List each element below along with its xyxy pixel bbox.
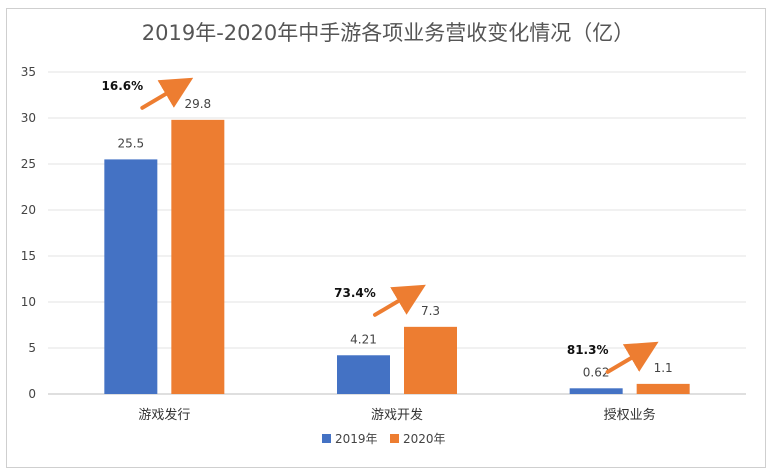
data-label: 4.21	[350, 332, 377, 346]
legend-swatch-2020	[390, 434, 399, 443]
category-label: 授权业务	[604, 407, 656, 423]
bar-2020	[171, 119, 225, 394]
legend-swatch-2019	[322, 434, 331, 443]
data-label: 0.62	[583, 365, 610, 379]
growth-label: 81.3%	[567, 343, 609, 357]
bar-2019	[569, 388, 623, 394]
y-tick-label: 0	[28, 387, 36, 401]
data-label: 1.1	[654, 361, 673, 375]
category-label: 游戏开发	[371, 407, 423, 423]
growth-arrow	[605, 341, 659, 374]
bar-2020	[636, 383, 690, 394]
y-tick-label: 15	[21, 249, 36, 263]
growth-arrow	[373, 284, 426, 317]
y-tick-label: 25	[21, 157, 36, 171]
legend-label: 2019年	[335, 432, 378, 446]
x-axis: 游戏发行 游戏开发 授权业务	[138, 407, 655, 423]
y-tick-label: 20	[21, 203, 36, 217]
growth-annotations: 16.6% 73.4% 81.3%	[102, 77, 659, 374]
bars: 25.5 29.8 4.21 7.3 0.62 1.1	[104, 97, 690, 394]
y-tick-label: 30	[21, 111, 36, 125]
data-label: 7.3	[421, 304, 440, 318]
y-tick-label: 35	[21, 65, 36, 79]
data-label: 29.8	[184, 97, 211, 111]
bar-2019	[104, 159, 158, 394]
y-tick-label: 5	[28, 341, 36, 355]
y-tick-label: 10	[21, 295, 36, 309]
growth-label: 16.6%	[102, 79, 144, 93]
legend-label: 2020年	[403, 432, 446, 446]
chart-title: 2019年-2020年中手游各项业务营收变化情况（亿）	[142, 21, 634, 45]
legend: 2019年 2020年	[322, 432, 446, 446]
data-label: 25.5	[117, 136, 144, 150]
growth-arrow	[140, 77, 194, 110]
growth-label: 73.4%	[334, 286, 376, 300]
bar-2019	[337, 355, 390, 394]
y-axis: 0 5 10 15 20 25 30 35	[21, 65, 36, 401]
category-label: 游戏发行	[138, 407, 190, 423]
bar-2020	[404, 326, 457, 394]
